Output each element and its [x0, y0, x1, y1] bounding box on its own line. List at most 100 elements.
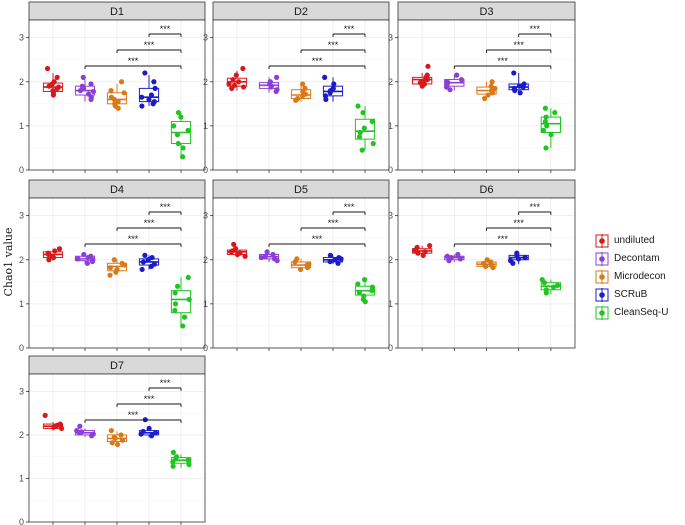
- data-point: [181, 314, 188, 320]
- data-point: [152, 85, 158, 91]
- legend-item: Decontam: [595, 250, 685, 268]
- data-point: [264, 249, 270, 255]
- data-point: [88, 433, 95, 439]
- data-point: [268, 84, 274, 90]
- data-point: [77, 423, 83, 429]
- data-point: [427, 243, 433, 249]
- y-axis-label: Chao1 value: [2, 227, 15, 296]
- data-point: [46, 83, 52, 89]
- y-tick-label: 0: [203, 343, 208, 353]
- panel-d4: D4 *** *** *** 0 1 2 3: [19, 179, 206, 353]
- y-tick-label: 2: [203, 255, 208, 265]
- box-cleanseq-u: [539, 277, 562, 296]
- data-point: [180, 154, 186, 160]
- significance-bracket: ***: [116, 394, 182, 407]
- legend-item: Microdecon: [595, 268, 685, 286]
- y-tick-label: 2: [19, 77, 24, 87]
- legend-key-point: [599, 292, 605, 298]
- significance-bracket: ***: [148, 202, 182, 215]
- data-point: [186, 296, 192, 303]
- data-point: [447, 87, 453, 93]
- data-point: [543, 290, 549, 296]
- panel-strip-label: D2: [294, 6, 308, 18]
- data-point: [541, 280, 548, 286]
- panel-d3: D3 *** *** *** 0 1 2 3: [388, 1, 576, 175]
- data-point: [149, 254, 155, 261]
- data-point: [299, 93, 306, 99]
- data-point: [85, 254, 91, 261]
- y-tick-label: 1: [19, 299, 24, 309]
- data-point: [369, 118, 375, 125]
- y-tick-label: 3: [388, 33, 393, 43]
- box-microdecon: [290, 256, 312, 273]
- data-point: [274, 74, 280, 80]
- panel-strip-label: D3: [479, 6, 493, 18]
- box-cleanseq-u: [170, 110, 192, 160]
- data-point: [139, 94, 145, 100]
- data-point: [361, 125, 367, 131]
- y-tick-label: 0: [19, 343, 24, 353]
- box-decontam: [443, 72, 465, 93]
- data-point: [270, 251, 276, 258]
- data-point: [338, 256, 344, 262]
- data-point: [114, 441, 121, 448]
- data-point: [293, 97, 299, 103]
- legend-key-point: [599, 256, 605, 262]
- significance-bracket: ***: [268, 56, 366, 69]
- panel-strip-label: D1: [110, 6, 124, 18]
- legend-label: undiluted: [614, 235, 655, 246]
- box-cleanseq-u: [170, 449, 192, 469]
- legend-item: SCRuB: [595, 286, 685, 304]
- data-point: [180, 145, 186, 151]
- y-tick-label: 3: [203, 33, 208, 43]
- y-tick-label: 2: [203, 77, 208, 87]
- data-point: [121, 90, 127, 96]
- data-point: [543, 145, 549, 151]
- data-point: [172, 307, 178, 314]
- y-tick-label: 1: [19, 121, 24, 131]
- legend-key: [595, 288, 609, 302]
- panel-strip-label: D7: [110, 360, 124, 372]
- data-point: [335, 260, 341, 266]
- data-point: [170, 449, 176, 455]
- y-tick-label: 3: [203, 211, 208, 221]
- data-point: [51, 424, 57, 430]
- data-point: [172, 301, 179, 307]
- data-point: [458, 76, 465, 83]
- data-point: [425, 63, 431, 69]
- panel-d1: D1 *** *** *** 0 1 2 3: [19, 1, 206, 175]
- data-point: [356, 290, 362, 296]
- significance-label: ***: [497, 234, 508, 244]
- data-point: [119, 437, 126, 443]
- data-point: [273, 88, 279, 95]
- data-point: [483, 263, 489, 269]
- significance-label: ***: [344, 24, 355, 34]
- significance-bracket: ***: [300, 218, 366, 231]
- data-point: [332, 257, 338, 263]
- data-point: [107, 272, 113, 278]
- y-tick-label: 2: [388, 77, 393, 87]
- data-point: [515, 256, 522, 262]
- y-tick-label: 0: [19, 517, 24, 525]
- data-point: [186, 461, 192, 468]
- box-decontam: [74, 423, 96, 439]
- legend-key: [595, 234, 609, 248]
- y-tick-label: 1: [203, 299, 208, 309]
- data-point: [457, 256, 463, 262]
- significance-bracket: ***: [116, 40, 182, 53]
- data-point: [172, 290, 178, 296]
- data-point: [481, 95, 488, 102]
- data-point: [50, 92, 56, 98]
- data-point: [550, 284, 557, 290]
- y-tick-label: 3: [388, 211, 393, 221]
- y-tick-label: 0: [388, 165, 393, 175]
- significance-label: ***: [530, 202, 541, 212]
- box-scrub: [508, 70, 529, 96]
- significance-label: ***: [312, 56, 323, 66]
- significance-bracket: ***: [268, 234, 366, 247]
- y-tick-label: 2: [19, 255, 24, 265]
- data-point: [548, 132, 554, 138]
- data-point: [139, 266, 145, 273]
- data-point: [180, 323, 186, 329]
